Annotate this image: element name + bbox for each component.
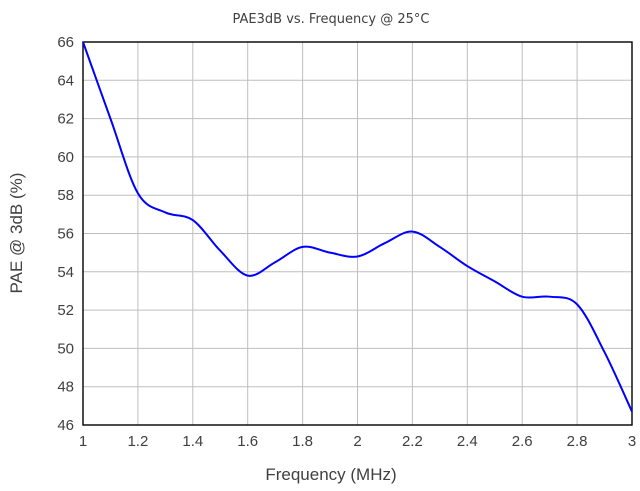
y-tick-label: 58 [57, 187, 74, 204]
y-tick-labels: 46 48 50 52 54 56 58 60 62 64 66 [57, 34, 74, 434]
x-tick-label: 1.8 [292, 433, 313, 450]
x-tick-label: 2.4 [457, 433, 478, 450]
y-tick-label: 50 [57, 340, 74, 357]
x-tick-label: 3 [628, 433, 636, 450]
x-tick-label: 1.2 [127, 433, 148, 450]
y-tick-label: 66 [57, 34, 74, 51]
y-tick-label: 54 [57, 264, 74, 281]
x-tick-label: 2.2 [402, 433, 423, 450]
y-tick-label: 62 [57, 111, 74, 128]
grid [82, 41, 633, 426]
x-tick-label: 1 [79, 433, 87, 450]
x-tick-label: 1.6 [237, 433, 258, 450]
y-tick-label: 56 [57, 226, 74, 243]
x-axis-label: Frequency (MHz) [265, 465, 396, 484]
y-tick-label: 48 [57, 379, 74, 396]
y-tick-label: 46 [57, 417, 74, 434]
series-layer [82, 41, 633, 413]
y-tick-label: 52 [57, 302, 74, 319]
plot-frame [82, 41, 633, 426]
x-tick-label: 1.4 [182, 433, 203, 450]
series-line [82, 41, 633, 413]
x-tick-label: 2 [353, 433, 361, 450]
x-tick-label: 2.8 [567, 433, 588, 450]
y-tick-label: 60 [57, 149, 74, 166]
x-tick-labels: 1 1.2 1.4 1.6 1.8 2 2.2 2.4 2.6 2.8 3 [79, 433, 636, 450]
chart-title: PAE3dB vs. Frequency @ 25°C [233, 12, 430, 27]
x-tick-label: 2.6 [512, 433, 533, 450]
y-tick-label: 64 [57, 72, 74, 89]
y-axis-label: PAE @ 3dB (%) [7, 173, 26, 294]
